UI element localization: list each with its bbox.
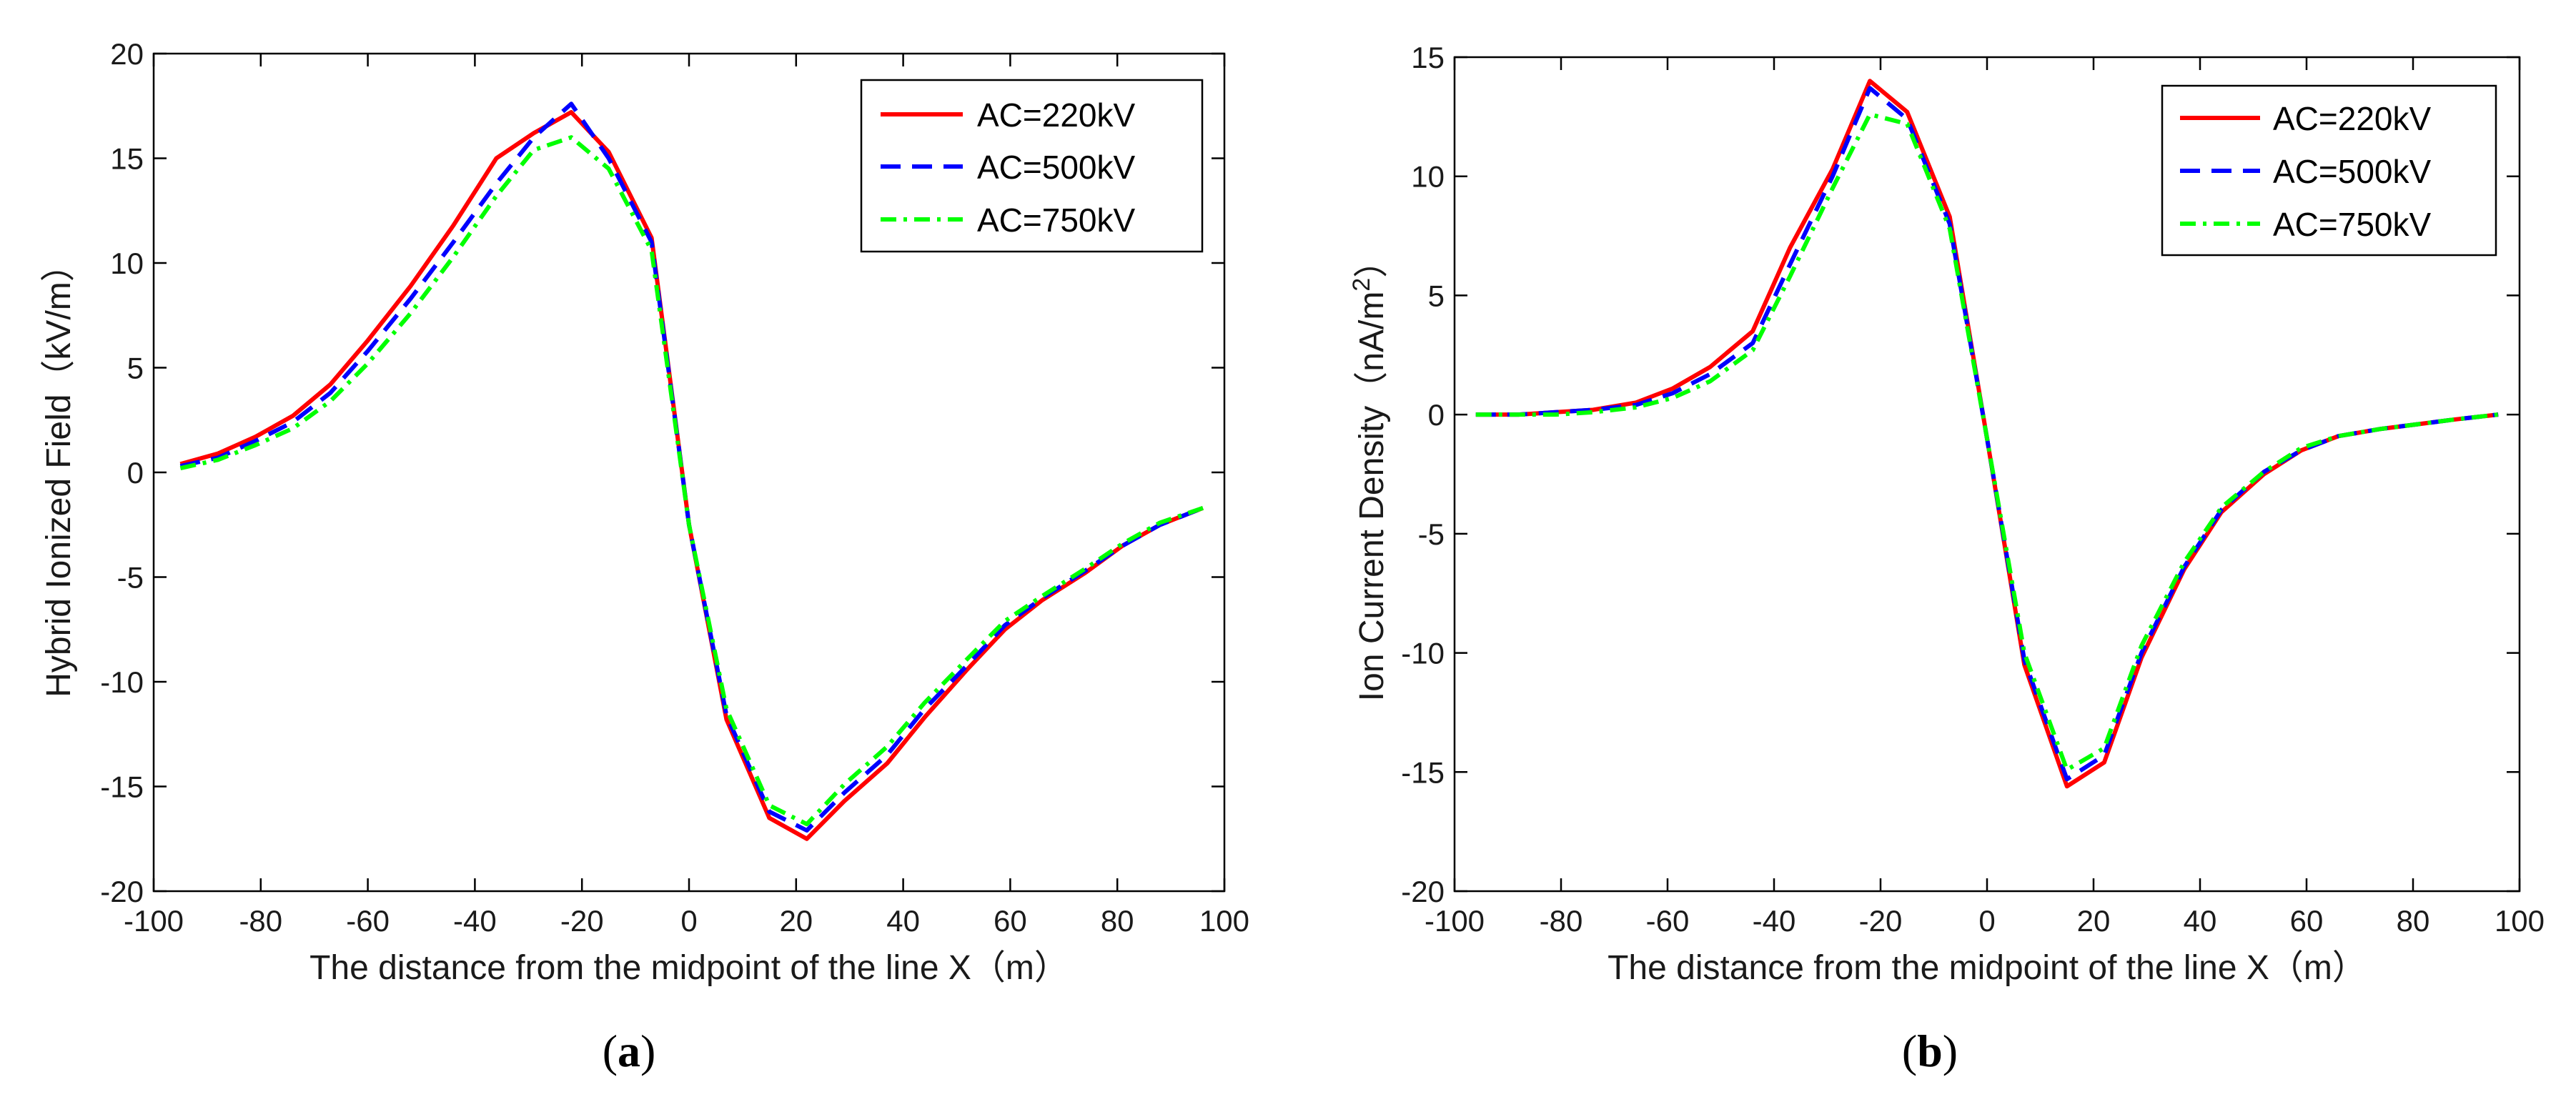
x-tick-label: -20 [560,904,604,938]
chart-b-legend-box [2161,84,2497,257]
chart-a-panel-label: (a) [603,1026,656,1076]
chart-b-panel-label: (b) [1902,1026,1958,1076]
x-tick-label: -100 [1425,904,1485,938]
chart-b-ylabel-main: Ion Current Density（nA/m [1353,292,1391,702]
x-tick-label: 40 [2184,904,2217,938]
chart-a-legend-label-500kv: AC=500kV [977,149,1136,186]
y-tick-label: 5 [127,352,144,385]
y-tick-label: 15 [110,142,144,176]
chart-b-legend-label-750kv: AC=750kV [2273,206,2432,243]
x-tick-label: 80 [2397,904,2430,938]
chart-b-ylabel-superscript: 2 [1348,278,1375,292]
y-tick-label: 5 [1428,279,1445,312]
y-tick-label: -20 [1401,875,1445,908]
chart-b: -100 -80 -60 -40 -20 0 20 40 60 80 100 -20 -15 -10 -5 0… [1348,41,2545,1076]
series-line-ac-750kv [179,135,1204,827]
x-tick-label: -100 [124,904,184,938]
x-tick-label: 60 [2290,904,2324,938]
chart-b-xlabel: The distance from the midpoint of the li… [1607,949,2367,987]
chart-a-ticks [152,52,1226,893]
chart-b-panel-label-letter: b [1917,1026,1943,1076]
x-tick-label: 80 [1101,904,1134,938]
chart-b-ticks [1453,56,2521,893]
chart-b-tick-labels: -100 -80 -60 -40 -20 0 20 40 60 80 100 -20 -15 -10 -5 0… [1401,41,2545,938]
x-tick-label: 40 [886,904,920,938]
y-tick-label: -20 [100,875,144,908]
chart-a-legend: AC=220kV AC=500kV AC=750kV [860,79,1204,253]
x-tick-label: 0 [680,904,697,938]
chart-a-panel-label-open: ( [603,1026,618,1076]
x-tick-label: -80 [239,904,282,938]
chart-a-legend-label-750kv: AC=750kV [977,202,1136,239]
x-tick-label: 20 [779,904,813,938]
x-tick-label: 100 [2495,904,2545,938]
chart-a-panel-label-letter: a [618,1026,640,1076]
y-tick-label: 10 [1411,160,1445,194]
chart-a-tick-labels: -100 -80 -60 -40 -20 0 20 40 60 80 100 -20 -15 -10 -5 0… [100,37,1249,938]
x-tick-label: 20 [2077,904,2111,938]
chart-b-legend-label-500kv: AC=500kV [2273,153,2432,190]
y-tick-label: 15 [1411,41,1445,74]
x-tick-label: -80 [1540,904,1583,938]
chart-a-legend-label-220kv: AC=220kV [977,96,1136,134]
chart-b-panel-label-open: ( [1902,1026,1917,1076]
y-tick-label: -5 [117,561,144,595]
x-tick-label: -60 [1646,904,1690,938]
chart-a-series [179,101,1204,841]
chart-a: -100 -80 -60 -40 -20 0 20 40 60 80 100 -20 -15 -10 -5 0… [40,37,1249,1076]
y-tick-label: -5 [1418,517,1445,551]
y-tick-label: -15 [1401,755,1445,789]
y-tick-label: 20 [110,37,144,71]
chart-b-legend-label-220kv: AC=220kV [2273,100,2432,137]
series-line-ac-750kv [1475,112,2499,772]
y-tick-label: 0 [1428,398,1445,432]
x-tick-label: 0 [1978,904,1995,938]
chart-b-ylabel: Ion Current Density（nA/m2） [1348,244,1391,701]
y-tick-label: -10 [1401,637,1445,670]
x-tick-label: 60 [994,904,1027,938]
chart-a-ylabel: Hybrid Ionized Field（kV/m） [40,247,78,698]
chart-a-xlabel: The distance from the midpoint of the li… [309,949,1069,987]
x-tick-label: -40 [453,904,497,938]
y-tick-label: -15 [100,770,144,804]
y-tick-label: 0 [127,456,144,490]
x-tick-label: -60 [346,904,390,938]
chart-b-panel-label-close: ) [1943,1026,1958,1076]
x-tick-label: -20 [1859,904,1903,938]
x-tick-label: -40 [1753,904,1796,938]
chart-b-ylabel-end: ） [1353,244,1391,278]
chart-a-legend-box [860,79,1204,253]
chart-a-panel-label-close: ) [640,1026,655,1076]
chart-b-series [1475,79,2499,789]
chart-b-legend: AC=220kV AC=500kV AC=750kV [2161,84,2497,257]
y-tick-label: -10 [100,665,144,699]
x-tick-label: 100 [1199,904,1249,938]
y-tick-label: 10 [110,247,144,280]
